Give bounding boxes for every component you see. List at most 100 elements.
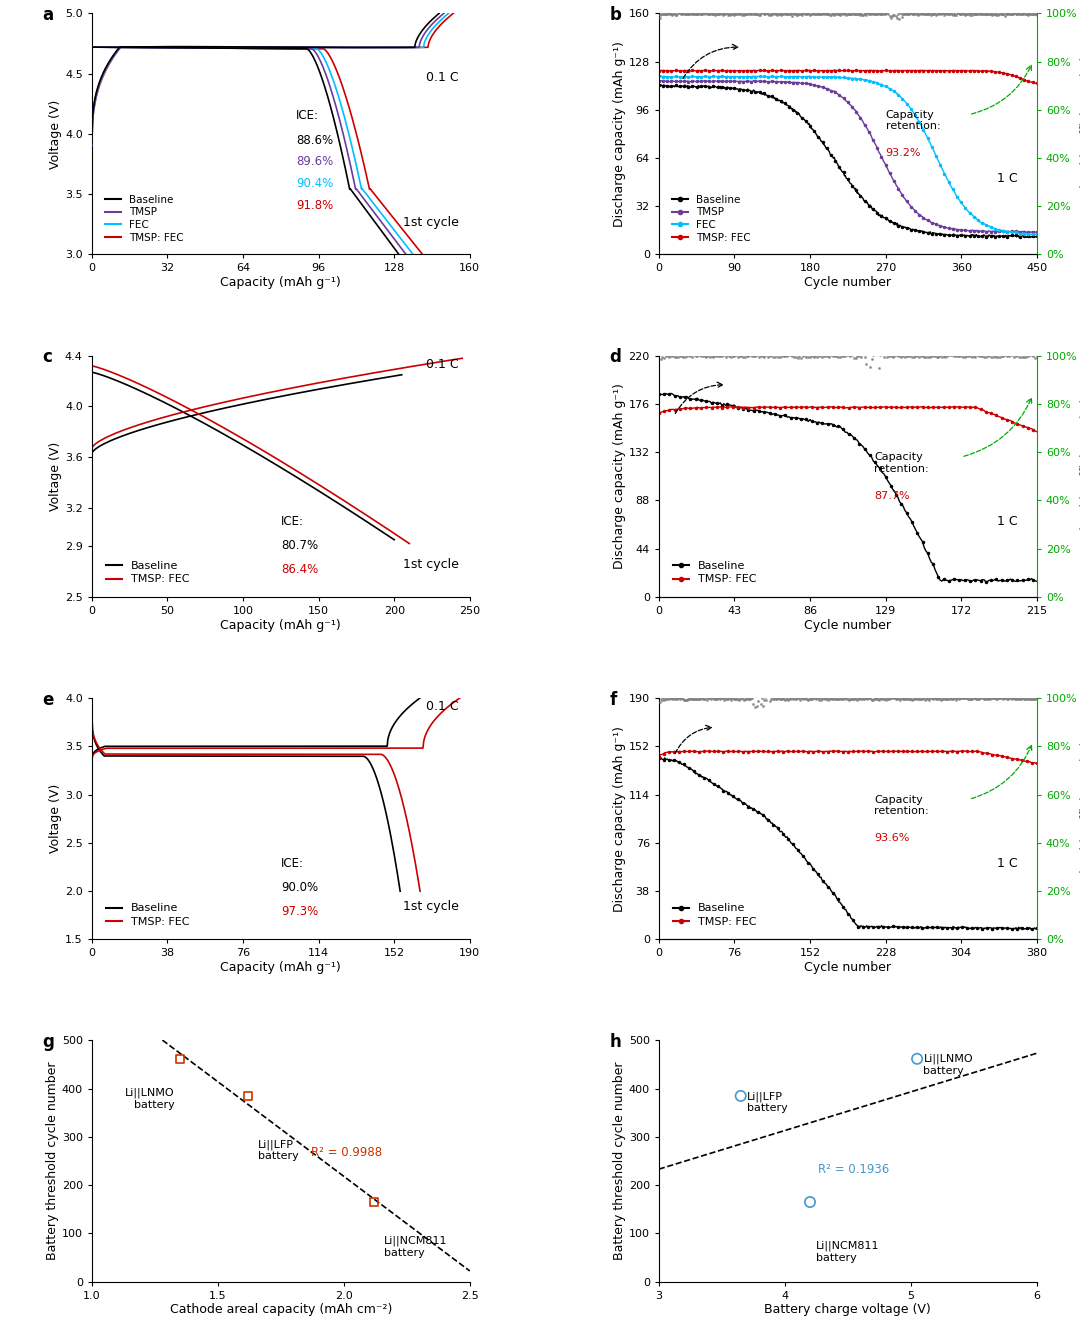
X-axis label: Cycle number: Cycle number — [805, 276, 891, 290]
Point — [957, 3, 974, 24]
Point — [773, 4, 791, 25]
Point — [896, 689, 914, 710]
Point — [708, 688, 726, 709]
Point — [834, 3, 851, 24]
Point — [940, 3, 957, 24]
Point — [1028, 688, 1045, 709]
Point — [888, 689, 905, 710]
Point — [902, 3, 919, 24]
Point — [743, 3, 760, 24]
Point — [1014, 3, 1031, 24]
Point — [987, 4, 1004, 25]
Point — [795, 688, 812, 709]
Point — [815, 688, 833, 709]
Point — [705, 3, 723, 24]
Point — [1023, 4, 1040, 25]
Text: 0.1 C: 0.1 C — [426, 358, 458, 371]
Point — [1027, 688, 1044, 709]
Point — [659, 3, 676, 24]
Point — [792, 4, 809, 25]
Point — [886, 5, 903, 27]
Point — [748, 3, 766, 24]
Point — [785, 686, 802, 708]
Point — [716, 4, 733, 25]
Point — [868, 3, 886, 24]
Point — [936, 346, 954, 367]
Point — [700, 688, 717, 709]
Point — [861, 3, 878, 24]
Point — [880, 346, 897, 367]
Point — [1017, 346, 1035, 367]
Point — [1003, 689, 1021, 710]
Point — [997, 688, 1014, 709]
Point — [909, 689, 927, 710]
Point — [804, 3, 821, 24]
Point — [933, 689, 950, 710]
Point — [1004, 3, 1022, 24]
Point — [1003, 344, 1021, 366]
Point — [846, 689, 863, 710]
Point — [773, 4, 791, 25]
Text: Li||LNMO
battery: Li||LNMO battery — [125, 1088, 175, 1109]
Point — [895, 3, 913, 24]
Point — [779, 688, 796, 709]
Point — [1021, 3, 1038, 24]
Point — [827, 3, 845, 24]
Point — [765, 689, 782, 710]
Point — [1024, 4, 1041, 25]
Point — [737, 3, 754, 24]
Point — [657, 688, 674, 709]
Point — [1003, 3, 1021, 24]
Point — [905, 4, 922, 25]
Point — [881, 688, 899, 709]
Point — [744, 688, 761, 709]
Point — [704, 3, 721, 24]
Point — [924, 4, 942, 25]
Point — [893, 346, 910, 367]
Point — [984, 4, 1001, 25]
Point — [789, 4, 807, 25]
Point — [801, 689, 819, 710]
Point — [927, 346, 944, 367]
Point — [998, 346, 1015, 367]
Point — [838, 3, 855, 24]
Point — [917, 689, 934, 710]
Point — [848, 3, 865, 24]
Point — [831, 3, 848, 24]
Point — [800, 3, 818, 24]
Point — [927, 688, 944, 709]
Point — [755, 696, 772, 717]
Point — [1018, 688, 1036, 709]
Point — [963, 4, 981, 25]
Point — [784, 688, 801, 709]
Text: Li||NCM811
battery: Li||NCM811 battery — [816, 1240, 880, 1263]
Point — [802, 689, 820, 710]
Point — [746, 696, 764, 717]
Point — [924, 346, 942, 367]
Text: Capacity
retention:: Capacity retention: — [874, 794, 929, 816]
Text: Capacity
retention:: Capacity retention: — [874, 453, 929, 474]
Point — [702, 689, 719, 710]
Point — [1023, 344, 1040, 366]
Point — [863, 3, 880, 24]
Point — [1004, 688, 1022, 709]
Point — [697, 686, 714, 708]
Point — [827, 346, 845, 367]
Point — [799, 3, 816, 24]
Point — [729, 3, 746, 24]
Point — [670, 1, 687, 23]
Point — [656, 689, 673, 710]
Point — [866, 343, 883, 364]
Point — [745, 346, 762, 367]
Point — [977, 3, 995, 24]
Point — [883, 686, 901, 708]
Point — [793, 347, 810, 368]
Point — [735, 689, 753, 710]
Point — [931, 346, 948, 367]
Point — [696, 344, 713, 366]
Point — [967, 347, 984, 368]
Point — [745, 4, 762, 25]
Point — [805, 688, 822, 709]
Point — [809, 3, 826, 24]
Point — [886, 346, 903, 367]
